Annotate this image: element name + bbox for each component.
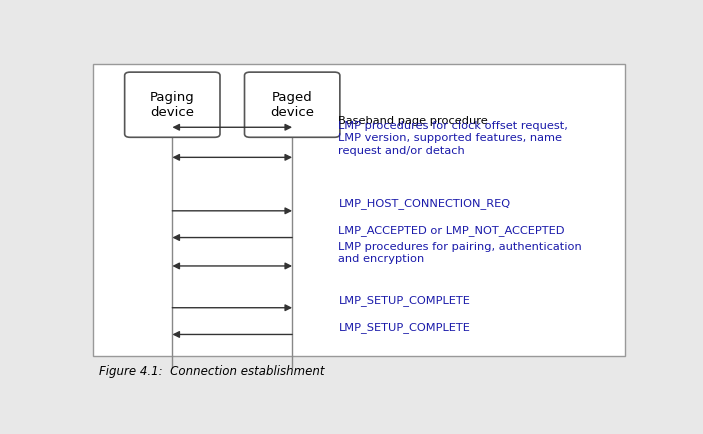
Text: LMP procedures for clock offset request,
LMP version, supported features, name
r: LMP procedures for clock offset request,… — [339, 121, 568, 156]
Text: LMP procedures for pairing, authentication
and encryption: LMP procedures for pairing, authenticati… — [339, 242, 582, 264]
Text: LMP_SETUP_COMPLETE: LMP_SETUP_COMPLETE — [339, 295, 470, 306]
FancyBboxPatch shape — [245, 72, 340, 137]
Text: LMP_ACCEPTED or LMP_NOT_ACCEPTED: LMP_ACCEPTED or LMP_NOT_ACCEPTED — [339, 225, 565, 236]
Text: Figure 4.1:  Connection establishment: Figure 4.1: Connection establishment — [98, 365, 324, 378]
Text: Paged
device: Paged device — [270, 91, 314, 119]
Text: Baseband page procedure: Baseband page procedure — [339, 115, 489, 125]
Text: LMP_SETUP_COMPLETE: LMP_SETUP_COMPLETE — [339, 322, 470, 333]
Text: LMP_HOST_CONNECTION_REQ: LMP_HOST_CONNECTION_REQ — [339, 198, 510, 209]
Text: Paging
device: Paging device — [150, 91, 195, 119]
FancyBboxPatch shape — [124, 72, 220, 137]
FancyBboxPatch shape — [93, 64, 624, 356]
